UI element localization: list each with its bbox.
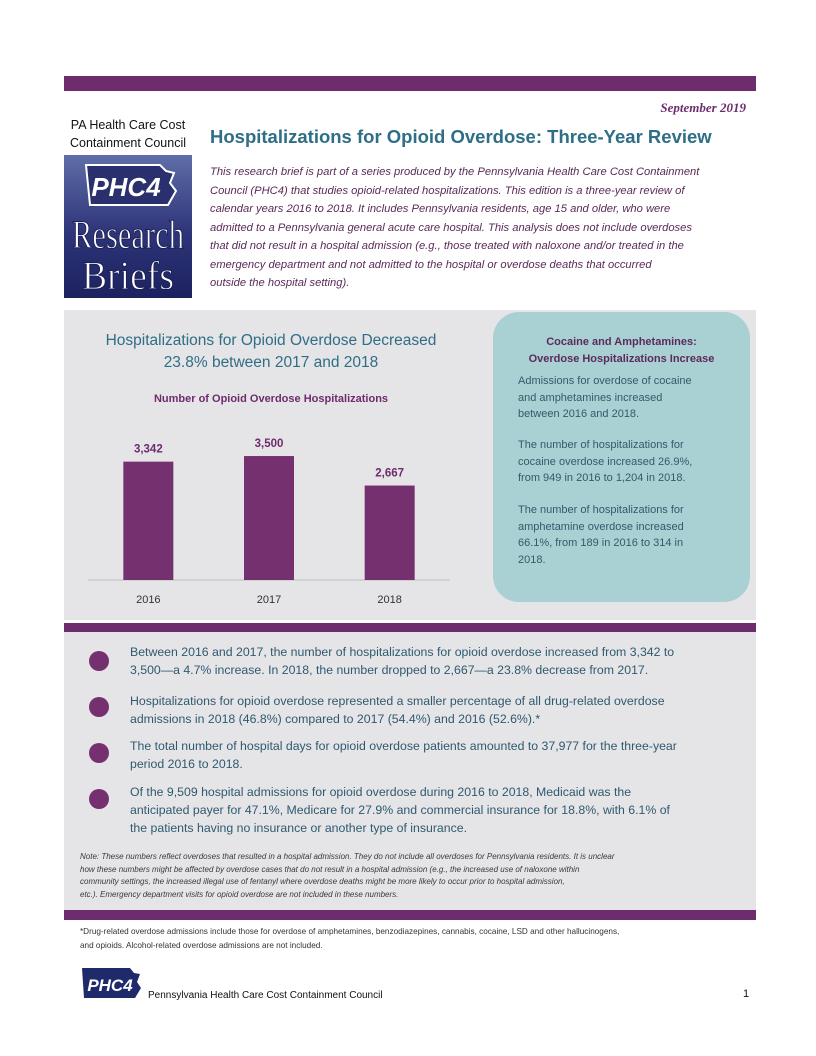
org-line-1: PA Health Care Cost	[70, 118, 186, 132]
intro-line: outside the hospital setting).	[210, 277, 350, 289]
sidebar-line: and amphetamines increased	[518, 391, 663, 404]
chart-heading: Hospitalizations for Opioid Overdose Dec…	[64, 330, 478, 374]
sidebar-heading-line-1: Cocaine and Amphetamines:	[546, 336, 697, 348]
tick-label-2016: 2016	[136, 594, 160, 606]
bullet-icon	[89, 697, 109, 717]
bottom-divider-bar	[64, 910, 756, 920]
footer-phc4-logo: PHC4	[82, 968, 141, 998]
sidebar-line: The number of hospitalizations for	[518, 439, 684, 451]
bullet-line: Between 2016 and 2017, the number of hos…	[130, 645, 675, 659]
bar-2017	[244, 456, 294, 580]
finding-bullet-1: Between 2016 and 2017, the number of hos…	[130, 643, 740, 679]
page-number: 1	[743, 988, 750, 1000]
sidebar-line: between 2016 and 2018.	[518, 408, 640, 420]
findings-panel	[64, 632, 756, 910]
sidebar-paragraph-3: The number of hospitalizations for amphe…	[518, 502, 728, 568]
methodology-note: Note: These numbers reflect overdoses th…	[80, 851, 742, 901]
tick-label-2018: 2018	[377, 594, 401, 606]
finding-bullet-4: Of the 9,509 hospital admissions for opi…	[130, 783, 740, 837]
top-divider-bar	[64, 76, 756, 91]
footer-org-name: Pennsylvania Health Care Cost Containmen…	[148, 990, 383, 1001]
sidebar-line: cocaine overdose increased 26.9%,	[518, 455, 693, 468]
sidebar-paragraph-2: The number of hospitalizations for cocai…	[518, 437, 728, 487]
section-divider-bar	[64, 623, 756, 632]
note-line: how these numbers might be affected by o…	[80, 864, 580, 874]
logo-phc4-text: PHC4	[91, 172, 161, 202]
data-label-2018: 2,667	[375, 468, 404, 480]
data-label-2017: 3,500	[255, 438, 284, 450]
sidebar-callout-box	[493, 312, 750, 602]
bullet-line: The total number of hospital days for op…	[130, 739, 677, 753]
note-line: Note: These numbers reflect overdoses th…	[80, 852, 615, 861]
footnote: *Drug-related overdose admissions includ…	[80, 925, 740, 953]
brand-research-text: Research	[72, 212, 184, 257]
finding-bullet-2: Hospitalizations for opioid overdose rep…	[130, 692, 740, 728]
intro-line: This research brief is part of a series …	[210, 166, 700, 178]
sidebar-line: 2018.	[518, 553, 546, 566]
bullet-line: admissions in 2018 (46.8%) compared to 2…	[130, 712, 541, 726]
footer-logo-text: PHC4	[87, 976, 133, 995]
chart-heading-line-2: 23.8% between 2017 and 2018	[163, 354, 379, 371]
page-title: Hospitalizations for Opioid Overdose: Th…	[210, 126, 712, 147]
intro-line: Council (PHC4) that studies opioid-relat…	[210, 184, 685, 197]
pennsylvania-map-icon	[82, 968, 141, 998]
intro-line: calendar years 2016 to 2018. It includes…	[210, 203, 671, 215]
intro-line: admitted to a Pennsylvania general acute…	[210, 221, 692, 234]
sidebar-line: from 949 in 2016 to 1,204 in 2018.	[518, 472, 686, 484]
bar-2016	[123, 461, 174, 580]
tick-label-2017: 2017	[257, 594, 281, 606]
intro-line: emergency department and not admitted to…	[210, 258, 652, 271]
bullet-line: Of the 9,509 hospital admissions for opi…	[130, 785, 632, 799]
sidebar-line: Admissions for overdose of cocaine	[518, 375, 692, 387]
sidebar-paragraph-1: Admissions for overdose of cocaine and a…	[518, 373, 728, 423]
bullet-icon	[89, 743, 109, 763]
intro-paragraph: This research brief is part of a series …	[210, 163, 750, 293]
note-line: community settings, the increased illega…	[80, 877, 565, 886]
bullet-line: 3,500—a 4.7% increase. In 2018, the numb…	[130, 663, 649, 677]
bar-chart: 3,342 2016 3,500 2017 2,667 2018	[88, 438, 450, 606]
bullet-line: Hospitalizations for opioid overdose rep…	[130, 694, 665, 708]
bullet-icon	[89, 651, 109, 671]
bullet-line: anticipated payer for 47.1%, Medicare fo…	[130, 803, 670, 817]
brand-briefs-text: Briefs	[82, 253, 174, 298]
intro-line: that did not result in a hospital admiss…	[210, 240, 684, 252]
footnote-line: and opioids. Alcohol-related overdose ad…	[80, 941, 323, 950]
data-label-2016: 3,342	[134, 444, 163, 456]
bullet-icon	[89, 789, 109, 809]
publication-date: September 2019	[660, 100, 746, 115]
pennsylvania-map-icon	[84, 164, 178, 206]
bullet-line: period 2016 to 2018.	[130, 757, 243, 771]
chart-heading-line-1: Hospitalizations for Opioid Overdose Dec…	[105, 332, 437, 349]
bullet-line: the patients having no insurance or anot…	[130, 821, 468, 835]
chart-title: Number of Opioid Overdose Hospitalizatio…	[153, 393, 389, 405]
finding-bullet-3: The total number of hospital days for op…	[130, 737, 740, 773]
sidebar-line: amphetamine overdose increased	[518, 520, 684, 533]
sidebar-heading-line-2: Overdose Hospitalizations Increase	[528, 353, 715, 365]
footnote-line: *Drug-related overdose admissions includ…	[80, 927, 620, 936]
org-line-2: Containment Council	[69, 136, 187, 150]
sidebar-line: The number of hospitalizations for	[518, 504, 684, 516]
sidebar-line: 66.1%, from 189 in 2016 to 314 in	[518, 537, 684, 549]
bar-2018	[364, 485, 415, 580]
org-name-header: PA Health Care Cost Containment Council	[64, 116, 192, 152]
note-line: etc.). Emergency department visits for o…	[80, 889, 399, 899]
sidebar-heading: Cocaine and Amphetamines: Overdose Hospi…	[493, 334, 750, 368]
research-briefs-logo: PHC4 Research Briefs	[64, 155, 192, 298]
